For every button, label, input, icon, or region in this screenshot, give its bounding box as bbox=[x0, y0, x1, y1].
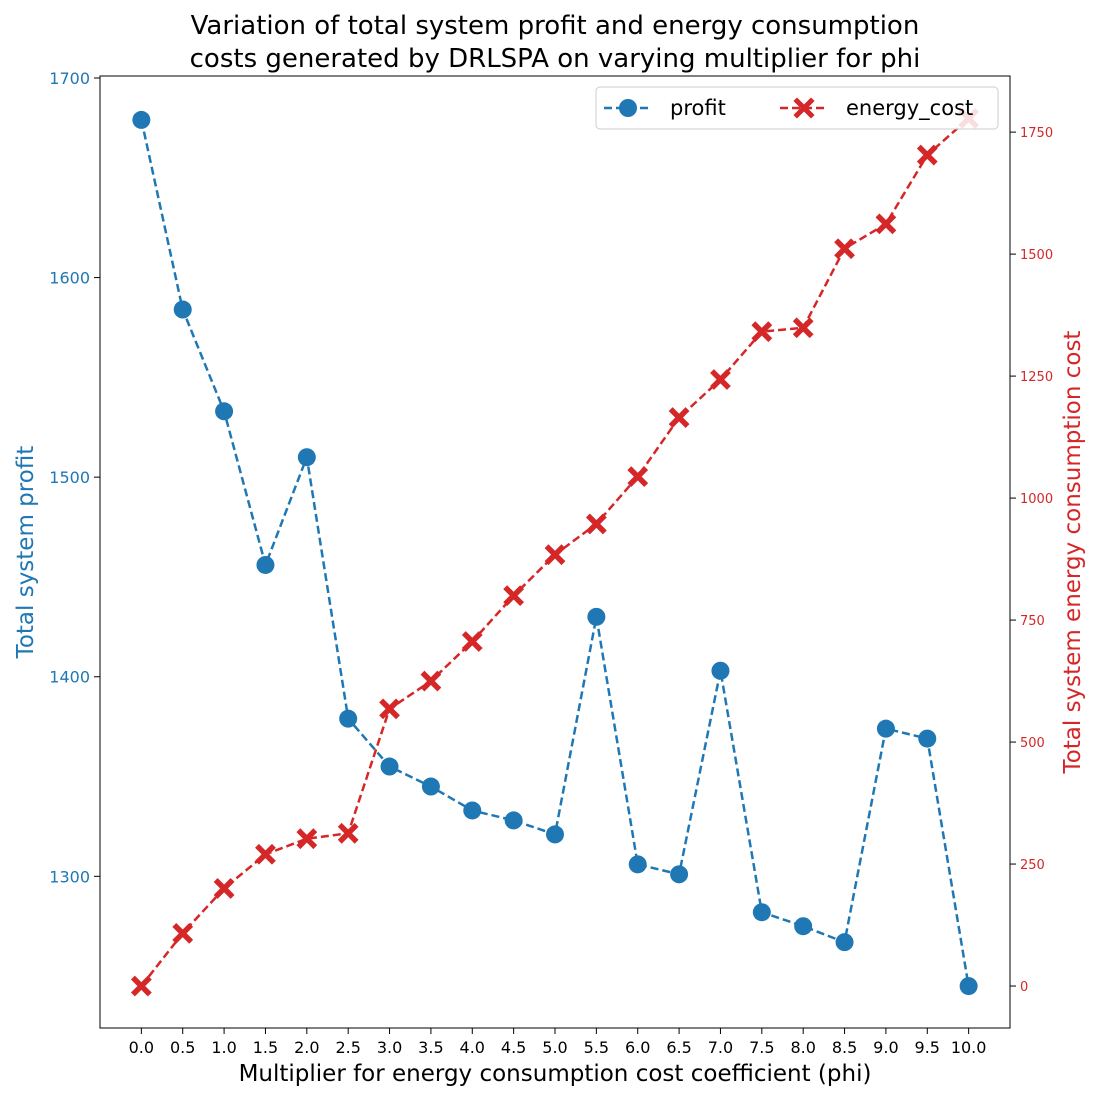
point-profit-12 bbox=[628, 855, 647, 874]
x-tick-label-2: 1.0 bbox=[211, 1038, 236, 1057]
point-energy-cost-11 bbox=[585, 513, 607, 535]
legend-marker-profit bbox=[619, 99, 637, 117]
point-profit-10 bbox=[546, 825, 564, 844]
point-profit-2 bbox=[215, 402, 234, 421]
x-tick-label-1: 0.5 bbox=[170, 1038, 195, 1057]
point-energy-cost-4 bbox=[296, 828, 318, 850]
y-left-tick-label-0: 1300 bbox=[49, 867, 90, 886]
x-tick-label-6: 3.0 bbox=[377, 1038, 402, 1057]
y-axis-right-label: Total system energy consumption cost bbox=[1060, 331, 1086, 775]
point-profit-13 bbox=[670, 865, 689, 884]
point-profit-0 bbox=[132, 110, 151, 129]
legend-item-profit: profit bbox=[604, 96, 726, 120]
chart-title-line-2: costs generated by DRLSPA on varying mul… bbox=[190, 44, 921, 74]
y-right-tick-label-4: 1000 bbox=[1020, 492, 1053, 507]
x-tick-label-14: 7.0 bbox=[708, 1038, 733, 1057]
chart-title-line-1: Variation of total system profit and ene… bbox=[191, 11, 920, 41]
point-energy-cost-0 bbox=[130, 975, 152, 997]
y-left-tick-label-2: 1500 bbox=[49, 468, 90, 487]
point-profit-7 bbox=[421, 777, 440, 796]
x-tick-label-17: 8.5 bbox=[832, 1038, 857, 1057]
point-energy-cost-19 bbox=[916, 144, 938, 166]
point-profit-6 bbox=[380, 757, 399, 776]
x-axis-label: Multiplier for energy consumption cost c… bbox=[239, 1061, 872, 1087]
point-energy-cost-15 bbox=[751, 321, 773, 343]
point-energy-cost-13 bbox=[668, 407, 690, 428]
legend-label-energy-cost: energy_cost bbox=[846, 96, 973, 121]
y-right-tick-label-7: 1750 bbox=[1020, 126, 1053, 141]
x-tick-label-0: 0.0 bbox=[129, 1038, 154, 1057]
point-profit-11 bbox=[587, 607, 606, 626]
point-energy-cost-9 bbox=[503, 585, 525, 607]
y-left-tick-label-1: 1400 bbox=[49, 668, 90, 687]
y-axis-right: 0 250 500 750 1000 1250 1500 1750 bbox=[1010, 126, 1053, 995]
point-energy-cost-10 bbox=[544, 544, 566, 566]
point-profit-1 bbox=[173, 300, 192, 319]
y-axis-left: 1300 1400 1500 1600 1700 bbox=[49, 69, 100, 886]
y-right-tick-label-2: 500 bbox=[1020, 736, 1045, 751]
x-tick-label-16: 8.0 bbox=[790, 1038, 815, 1057]
x-tick-label-5: 2.5 bbox=[335, 1038, 360, 1057]
x-tick-label-11: 5.5 bbox=[584, 1038, 609, 1057]
point-energy-cost-16 bbox=[792, 317, 814, 339]
legend-item-energy-cost: energy_cost bbox=[780, 96, 973, 121]
point-profit-14 bbox=[711, 661, 730, 680]
x-tick-label-15: 7.5 bbox=[749, 1038, 774, 1057]
point-profit-4 bbox=[297, 448, 316, 467]
point-energy-cost-8 bbox=[461, 631, 483, 652]
point-profit-16 bbox=[794, 917, 813, 936]
x-tick-label-19: 9.5 bbox=[915, 1038, 940, 1057]
x-tick-label-3: 1.5 bbox=[253, 1038, 278, 1057]
point-energy-cost-14 bbox=[710, 369, 731, 390]
point-profit-18 bbox=[876, 719, 895, 738]
point-profit-15 bbox=[752, 903, 771, 922]
point-energy-cost-12 bbox=[627, 466, 649, 488]
point-energy-cost-18 bbox=[875, 213, 897, 235]
point-energy-cost-6 bbox=[379, 698, 400, 720]
x-tick-label-13: 6.5 bbox=[666, 1038, 691, 1057]
y-axis-left-label: Total system profit bbox=[13, 446, 39, 660]
x-tick-label-10: 5.0 bbox=[542, 1038, 567, 1057]
legend-marker-energy-cost bbox=[793, 97, 815, 119]
point-profit-19 bbox=[918, 729, 937, 748]
point-profit-17 bbox=[835, 933, 854, 952]
point-energy-cost-1 bbox=[172, 922, 194, 944]
point-energy-cost-3 bbox=[255, 843, 276, 865]
point-energy-cost-7 bbox=[420, 670, 442, 692]
y-right-tick-label-3: 750 bbox=[1020, 614, 1045, 629]
point-energy-cost-5 bbox=[337, 822, 359, 844]
point-profit-8 bbox=[463, 801, 482, 820]
x-tick-label-4: 2.0 bbox=[294, 1038, 319, 1057]
y-left-tick-label-4: 1700 bbox=[49, 69, 90, 88]
x-tick-label-8: 4.0 bbox=[460, 1038, 485, 1057]
x-axis: 0.0 0.5 1.0 1.5 2.0 2.5 3.0 3.5 4.0 4.5 5.0 5.5 6.0 6… bbox=[129, 1028, 987, 1057]
point-energy-cost-2 bbox=[213, 878, 235, 899]
point-profit-3 bbox=[256, 555, 275, 574]
y-right-tick-label-0: 0 bbox=[1020, 980, 1028, 995]
legend-label-profit: profit bbox=[670, 96, 726, 120]
x-tick-label-9: 4.5 bbox=[501, 1038, 526, 1057]
y-right-tick-label-6: 1500 bbox=[1020, 248, 1053, 263]
x-tick-label-18: 9.0 bbox=[873, 1038, 898, 1057]
x-tick-label-12: 6.0 bbox=[625, 1038, 650, 1057]
point-energy-cost-17 bbox=[834, 238, 855, 260]
y-right-tick-label-5: 1250 bbox=[1020, 370, 1053, 385]
legend: profit energy_cost bbox=[595, 86, 999, 130]
series-layer bbox=[130, 108, 980, 997]
point-profit-20 bbox=[959, 977, 978, 996]
point-profit-5 bbox=[339, 709, 358, 728]
y-right-tick-label-1: 250 bbox=[1020, 858, 1045, 873]
x-tick-label-20: 10.0 bbox=[951, 1038, 987, 1057]
y-left-tick-label-3: 1600 bbox=[49, 269, 90, 288]
x-tick-label-7: 3.5 bbox=[418, 1038, 443, 1057]
point-profit-9 bbox=[504, 811, 523, 830]
